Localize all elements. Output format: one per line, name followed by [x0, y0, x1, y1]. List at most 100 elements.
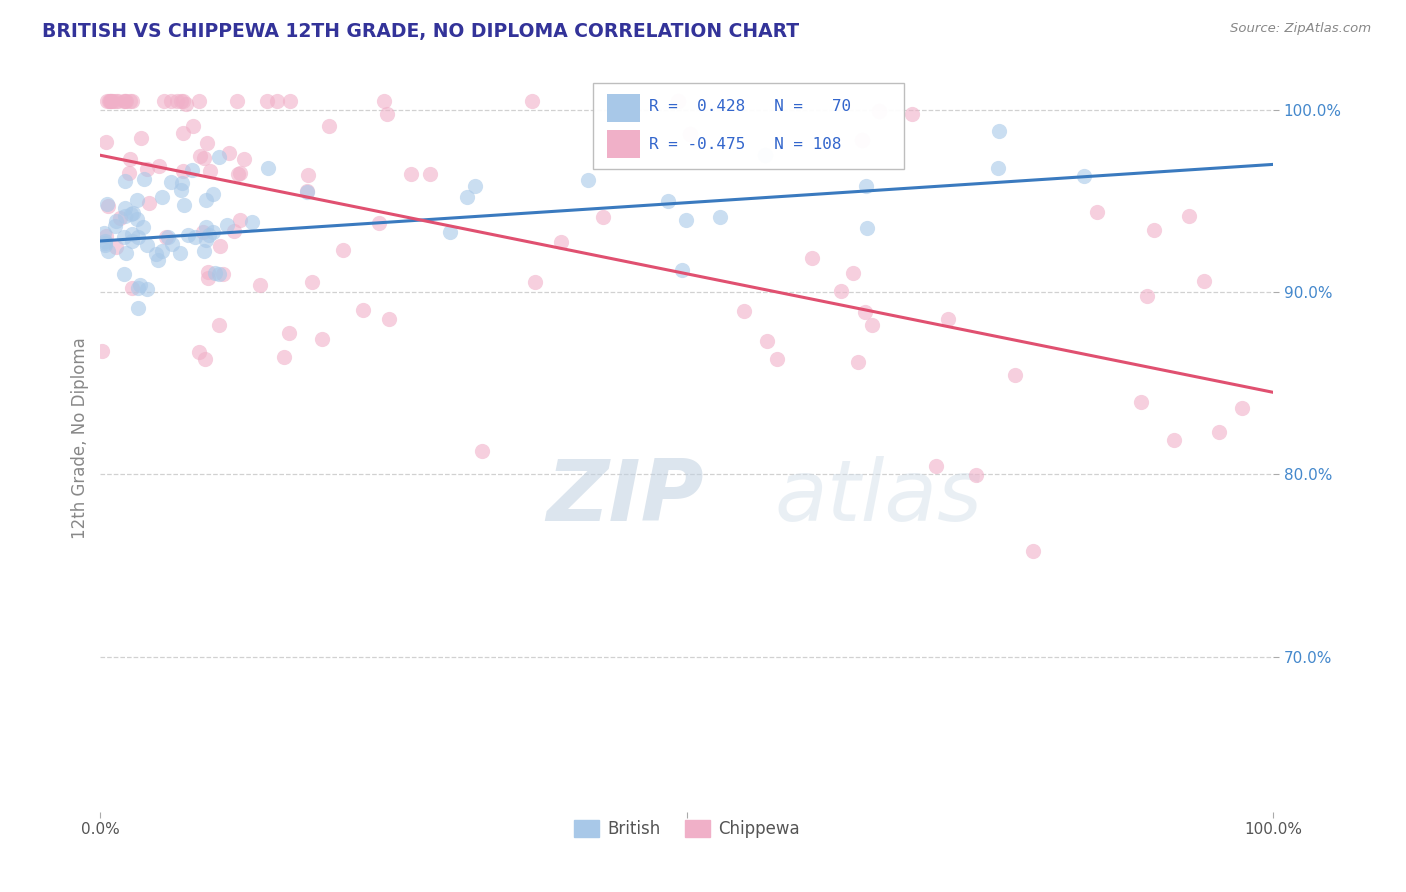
Y-axis label: 12th Grade, No Diploma: 12th Grade, No Diploma: [72, 337, 89, 539]
Point: [278, 94, 301, 108]
Point: [104, 240, 127, 254]
Point: [195, 193, 218, 207]
Point: [114, 94, 136, 108]
Point: [177, 228, 200, 243]
Point: [150, 190, 173, 204]
Point: [208, 318, 231, 332]
Point: [112, 229, 135, 244]
Point: [122, 205, 145, 219]
Point: [197, 265, 219, 279]
Point: [671, 263, 693, 277]
Point: [115, 246, 138, 260]
Point: [1136, 289, 1159, 303]
Point: [209, 238, 232, 252]
Point: [135, 161, 157, 176]
Legend: British, Chippewa: British, Chippewa: [567, 814, 807, 845]
Point: [121, 234, 143, 248]
Point: [188, 94, 211, 108]
Point: [194, 352, 217, 367]
Point: [94, 234, 117, 248]
Point: [121, 281, 143, 295]
Point: [127, 212, 149, 227]
Point: [1163, 434, 1185, 448]
Point: [100, 94, 122, 108]
Point: [208, 267, 231, 281]
Point: [373, 94, 395, 108]
Point: [170, 176, 193, 190]
Point: [733, 304, 755, 318]
Point: [1208, 425, 1230, 440]
Point: [1073, 169, 1095, 183]
Point: [160, 94, 183, 108]
Point: [232, 152, 254, 166]
Point: [256, 161, 278, 175]
Point: [378, 311, 401, 326]
Point: [97, 244, 120, 258]
Point: [114, 202, 136, 216]
Point: [401, 167, 423, 181]
Point: [1230, 401, 1253, 416]
Point: [120, 207, 142, 221]
Point: [169, 94, 191, 108]
Point: [965, 467, 987, 482]
Point: [1178, 210, 1201, 224]
Point: [1143, 223, 1166, 237]
Point: [93, 226, 115, 240]
Point: [222, 224, 245, 238]
Point: [197, 271, 219, 285]
Point: [94, 238, 117, 252]
Point: [202, 225, 225, 239]
Point: [375, 106, 398, 120]
Point: [156, 229, 179, 244]
Point: [94, 235, 117, 250]
Point: [318, 120, 340, 134]
Point: [127, 281, 149, 295]
Point: [208, 150, 231, 164]
Point: [855, 221, 877, 235]
Point: [295, 185, 318, 199]
Point: [925, 458, 948, 473]
Point: [101, 94, 124, 108]
Point: [273, 350, 295, 364]
Point: [754, 148, 776, 162]
Point: [550, 235, 572, 249]
Point: [181, 162, 204, 177]
Point: [195, 136, 218, 151]
Text: R = -0.475   N = 108: R = -0.475 N = 108: [650, 136, 842, 152]
Point: [766, 352, 789, 367]
Point: [860, 318, 883, 333]
Point: [523, 275, 546, 289]
Point: [100, 94, 122, 108]
Point: [578, 172, 600, 186]
Point: [229, 213, 252, 227]
Point: [96, 136, 118, 150]
Point: [846, 354, 869, 368]
Point: [112, 94, 135, 108]
Point: [127, 301, 149, 315]
Point: [127, 229, 149, 244]
Point: [249, 278, 271, 293]
Point: [114, 94, 136, 108]
Point: [97, 94, 120, 108]
Text: Source: ZipAtlas.com: Source: ZipAtlas.com: [1230, 22, 1371, 36]
Point: [125, 193, 148, 207]
Point: [709, 211, 731, 225]
Text: BRITISH VS CHIPPEWA 12TH GRADE, NO DIPLOMA CORRELATION CHART: BRITISH VS CHIPPEWA 12TH GRADE, NO DIPLO…: [42, 22, 799, 41]
Point: [200, 164, 222, 178]
Point: [173, 198, 195, 212]
Point: [129, 131, 152, 145]
Text: ZIP: ZIP: [546, 457, 704, 540]
Point: [131, 220, 153, 235]
Point: [278, 326, 301, 341]
Point: [104, 94, 127, 108]
Point: [194, 219, 217, 234]
Point: [112, 267, 135, 281]
Point: [464, 178, 486, 193]
Point: [90, 344, 112, 359]
Point: [145, 247, 167, 261]
Point: [756, 334, 779, 348]
Text: atlas: atlas: [775, 457, 983, 540]
Point: [1021, 544, 1043, 558]
Point: [155, 230, 177, 244]
Point: [868, 103, 890, 118]
